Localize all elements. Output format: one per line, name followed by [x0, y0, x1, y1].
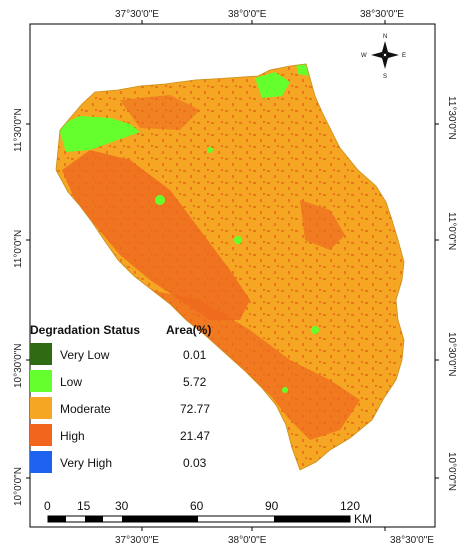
- legend-row-moderate: Moderate 72.77: [30, 397, 210, 419]
- legend-area: 5.72: [183, 375, 207, 389]
- left-tick-label: 10°30'0"N: [13, 344, 24, 389]
- bottom-tick-label: 38°30'0"E: [390, 535, 434, 546]
- low-patch-north: [255, 72, 290, 98]
- high-patch-north: [120, 95, 200, 130]
- basin-outline: [55, 63, 405, 471]
- scale-label: 90: [265, 499, 279, 513]
- legend-area-header: Area(%): [166, 323, 211, 337]
- bottom-tick-label: 37°30'0"E: [115, 535, 159, 546]
- top-tick-label: 37°30'0"E: [115, 9, 159, 20]
- top-tick-label: 38°30'0"E: [360, 9, 404, 20]
- scale-label: 15: [77, 499, 91, 513]
- left-tick-label: 11°30'0"N: [13, 108, 24, 152]
- south-label: S: [383, 74, 387, 80]
- legend-label: Very Low: [60, 348, 110, 362]
- right-tick-label: 10°30'0"N: [446, 332, 457, 377]
- legend-area: 0.01: [183, 348, 207, 362]
- bottom-tick-label: 38°0'0"E: [228, 535, 267, 546]
- scale-label: 120: [340, 499, 360, 513]
- scale-label: 60: [190, 499, 204, 513]
- west-label: W: [361, 53, 367, 59]
- high-zone-south: [150, 290, 360, 440]
- frame-ticks: [26, 20, 439, 531]
- right-tick-label: 11°0'0"N: [446, 212, 457, 250]
- legend-swatch: [30, 424, 52, 446]
- low-patch: [155, 195, 165, 205]
- right-tick-label: 10°0'0"N: [446, 452, 457, 491]
- legend-label: Very High: [60, 456, 112, 470]
- low-patch: [311, 326, 319, 334]
- right-tick-label: 11°30'0"N: [446, 96, 457, 140]
- left-tick-label: 10°0'0"N: [13, 467, 24, 506]
- scale-label: 30: [115, 499, 129, 513]
- legend-area: 72.77: [180, 402, 210, 416]
- north-label: N: [383, 34, 387, 40]
- legend-swatch: [30, 397, 52, 419]
- legend-label: Moderate: [60, 402, 111, 416]
- legend-swatch: [30, 451, 52, 473]
- legend-area: 21.47: [180, 429, 210, 443]
- legend-label: Low: [60, 375, 82, 389]
- left-tick-label: 11°0'0"N: [13, 230, 24, 268]
- east-label: E: [402, 53, 406, 59]
- high-zone-west: [62, 150, 250, 320]
- legend-swatch: [30, 343, 52, 365]
- legend-label: High: [60, 429, 85, 443]
- legend-title: Degradation Status: [30, 323, 140, 337]
- legend: Degradation Status Area(%) Very Low 0.01…: [30, 323, 211, 473]
- legend-row-low: Low 5.72: [30, 370, 207, 392]
- scale-unit: KM: [354, 512, 372, 526]
- scale-label: 0: [44, 499, 51, 513]
- legend-row-very-high: Very High 0.03: [30, 451, 207, 473]
- legend-swatch: [30, 370, 52, 392]
- low-patch: [207, 147, 213, 153]
- low-patch: [234, 236, 242, 244]
- low-patch: [282, 387, 288, 393]
- legend-row-very-low: Very Low 0.01: [30, 343, 207, 365]
- legend-row-high: High 21.47: [30, 424, 210, 446]
- top-tick-label: 38°0'0"E: [228, 9, 267, 20]
- north-arrow-icon: N S E W: [361, 34, 406, 80]
- scale-bar: 0 15 30 60 90 120 KM: [44, 499, 372, 526]
- legend-area: 0.03: [183, 456, 207, 470]
- low-zone-northwest: [58, 116, 140, 152]
- high-patch-east: [300, 200, 345, 250]
